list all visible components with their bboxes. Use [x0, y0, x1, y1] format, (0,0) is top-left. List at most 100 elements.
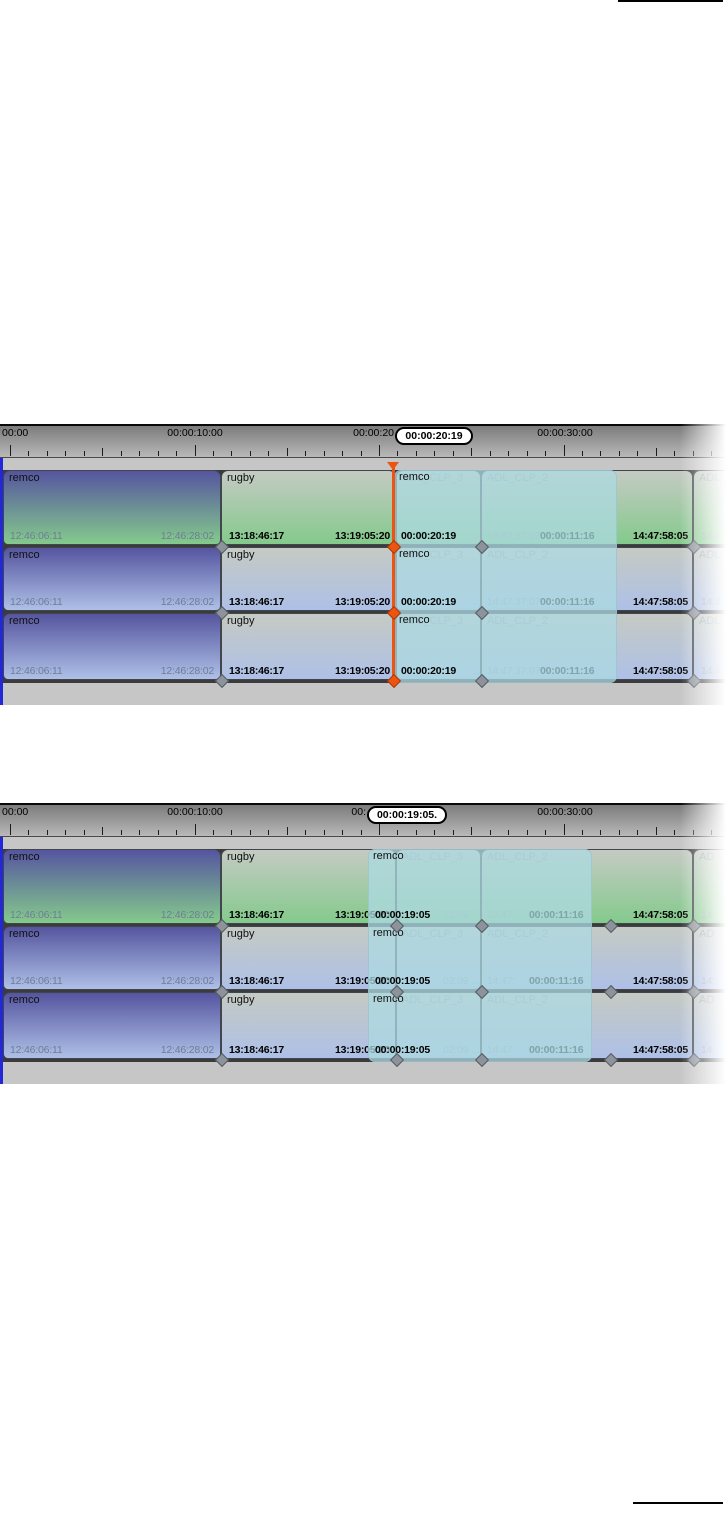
clip-rugby[interactable]: rugby 13:18:46:17 13:19:05:20: [221, 470, 396, 545]
ruler-tick: [471, 827, 472, 835]
clip-timecode: 12:46:06:11: [10, 596, 63, 608]
clip-timecode: 14:47:58:05: [632, 975, 688, 987]
ruler-tick: [158, 830, 159, 835]
ghost-clip-label: remco: [399, 614, 430, 626]
ruler-tick: [527, 830, 528, 835]
edge-fade: [680, 424, 726, 705]
ruler-tick: [379, 445, 380, 456]
ghost-clip-timecode: 00:00:20:19: [401, 596, 457, 608]
clip-remco[interactable]: remco 12:46:06:11 12:46:28:02: [3, 613, 221, 680]
clip-remco[interactable]: remco 12:46:06:11 12:46:28:02: [3, 849, 221, 924]
clip-label: remco: [9, 994, 40, 1006]
ruler-tick: [121, 451, 122, 456]
ghost-clip-timecode: 00:00:20:19: [401, 665, 457, 677]
clip-timecode: 12:46:06:11: [10, 665, 63, 677]
ruler-tick: [397, 830, 398, 835]
clip-timecode: 12:46:06:11: [10, 975, 63, 987]
clip-timecode: 13:18:46:17: [229, 1044, 285, 1056]
ruler-tick: [527, 451, 528, 456]
clip-label: rugby: [227, 549, 255, 561]
time-ruler[interactable]: 00:00 00:00:10:00 00: 00:00:30:00 00:00:19:0…: [0, 803, 726, 837]
ruler-tick: [102, 827, 103, 835]
clip-timecode: 14:47:58:05: [632, 596, 688, 608]
clip-remco[interactable]: remco 12:46:06:11 12:46:28:02: [3, 470, 221, 545]
clip-rugby[interactable]: rugby 13:18:46:17 13:19:05:20: [221, 547, 396, 611]
ruler-tick: [250, 830, 251, 835]
time-ruler[interactable]: 00:00 00:00:10:00 00:00:20 00:00:30:00 00:00…: [0, 424, 726, 458]
ruler-tick: [305, 451, 306, 456]
ruler-tick: [342, 451, 343, 456]
clip-remco[interactable]: remco 12:46:06:11 12:46:28:02: [3, 926, 221, 990]
clip-label: remco: [9, 851, 40, 863]
ruler-tick: [361, 830, 362, 835]
clip-rugby[interactable]: rugby 13:18:46:17 13:19:05:20: [221, 926, 396, 990]
ruler-tick: [139, 830, 140, 835]
tracks-footer: [0, 683, 726, 705]
clip-label: remco: [9, 549, 40, 561]
tracks-footer: [0, 1062, 726, 1084]
clip-rugby[interactable]: rugby 13:18:46:17 13:19:05:20: [221, 613, 396, 680]
ruler-label: 00:00:20: [353, 427, 394, 439]
clip-timecode: 12:46:06:11: [10, 530, 63, 542]
ruler-gap: [0, 458, 726, 470]
ruler-tick: [453, 451, 454, 456]
ruler-tick: [564, 824, 565, 835]
clip-label: remco: [9, 928, 40, 940]
timecode-box[interactable]: 00:00:20:19: [395, 427, 473, 445]
ruler-tick: [637, 830, 638, 835]
ghost-clip-timecode: 00:00:19:05: [375, 1044, 431, 1056]
ruler-tick: [84, 451, 85, 456]
clip-timecode: 12:46:06:11: [10, 909, 63, 921]
ghost-clip-timecode: 00:00:19:05: [375, 909, 431, 921]
ruler-label: 00:00:10:00: [167, 427, 223, 439]
ruler-tick: [416, 830, 417, 835]
ruler-tick: [176, 830, 177, 835]
ruler-tick: [600, 451, 601, 456]
ruler-tick: [361, 451, 362, 456]
ruler-tick: [268, 451, 269, 456]
ruler-tick: [490, 830, 491, 835]
ruler-tick: [195, 445, 196, 456]
ruler-tick: [508, 451, 509, 456]
ruler-tick: [434, 830, 435, 835]
ruler-tick: [397, 451, 398, 456]
clip-remco[interactable]: remco 12:46:06:11 12:46:28:02: [3, 547, 221, 611]
clip-rugby[interactable]: rugby 13:18:46:17 13:19:05:20: [221, 849, 396, 924]
ruler-tick: [619, 830, 620, 835]
ruler-tick: [10, 445, 11, 456]
clip-timecode: 13:18:46:17: [229, 909, 285, 921]
clip-label: rugby: [227, 994, 255, 1006]
ruler-label: 00:00:10:00: [167, 806, 223, 818]
clip-timecode: 13:19:05:20: [334, 665, 390, 677]
drag-ghost-overlay[interactable]: remco 00:00:20:19 remco 00:00:20:19 remco 00:…: [394, 470, 617, 683]
clip-timecode: 14:47:58:05: [632, 665, 688, 677]
clip-timecode: 13:18:46:17: [229, 665, 285, 677]
clip-timecode: 12:46:28:02: [160, 909, 214, 921]
ruler-tick: [434, 451, 435, 456]
page-edge-mark-bottom: [633, 1502, 723, 1504]
ruler-tick: [674, 830, 675, 835]
edge-fade: [680, 803, 726, 1084]
ruler-tick: [65, 830, 66, 835]
clip-rugby[interactable]: rugby 13:18:46:17 13:19:05:20: [221, 992, 396, 1059]
ruler-tick: [231, 451, 232, 456]
ruler-tick: [656, 827, 657, 835]
ruler-gap: [0, 837, 726, 849]
drag-ghost-overlay[interactable]: remco 00:00:19:05 remco 00:00:19:05 remco 00:…: [368, 849, 592, 1062]
page-edge-mark-top: [618, 0, 723, 2]
clip-timecode: 14:47:58:05: [632, 1044, 688, 1056]
ghost-clip-timecode: 00:00:19:05: [375, 975, 431, 987]
ruler-tick: [287, 448, 288, 456]
timecode-box[interactable]: 00:00:19:05.: [367, 806, 447, 824]
playhead[interactable]: [392, 462, 395, 683]
ruler-tick: [213, 451, 214, 456]
clip-timecode: 13:19:05:20: [334, 596, 390, 608]
ruler-tick: [28, 830, 29, 835]
ruler-tick: [674, 451, 675, 456]
clip-remco[interactable]: remco 12:46:06:11 12:46:28:02: [3, 992, 221, 1059]
ruler-tick: [453, 830, 454, 835]
clip-timecode: 12:46:28:02: [160, 1044, 214, 1056]
ghost-clip-label: remco: [399, 471, 430, 483]
ruler-tick: [471, 448, 472, 456]
